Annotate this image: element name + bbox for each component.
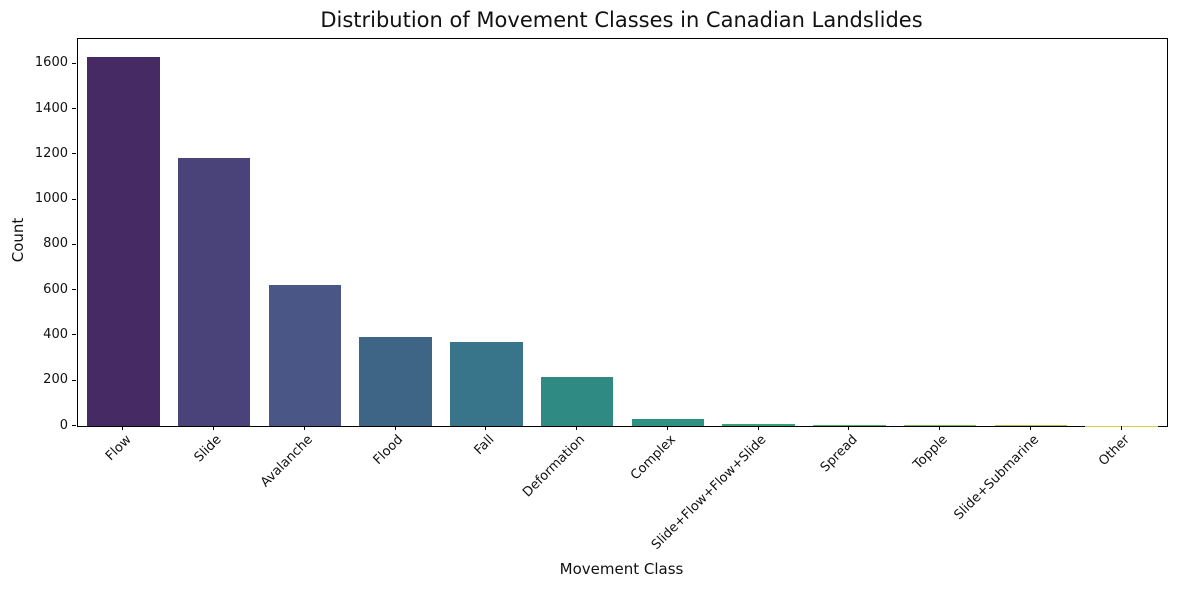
x-tick-mark <box>485 426 487 430</box>
y-tick-label: 1200 <box>34 145 68 161</box>
y-tick-mark <box>72 62 76 64</box>
x-tick-label: Slide+Submarine <box>951 432 1042 523</box>
y-tick-label: 1400 <box>34 100 68 116</box>
x-tick-label: Flood <box>370 432 407 468</box>
chart-title: Distribution of Movement Classes in Cana… <box>320 8 923 32</box>
bar <box>813 424 886 426</box>
x-tick-label: Avalanche <box>257 432 316 491</box>
x-tick-mark <box>122 426 124 430</box>
y-tick-mark <box>72 289 76 291</box>
x-tick-mark <box>303 426 305 430</box>
x-axis-label: Movement Class <box>559 560 684 578</box>
x-tick-mark <box>1029 426 1031 430</box>
bar <box>903 424 977 426</box>
x-tick-mark <box>576 426 578 430</box>
y-tick-label: 800 <box>43 236 68 252</box>
x-tick-mark <box>939 426 941 430</box>
plot-area <box>77 38 1168 427</box>
bar <box>631 419 705 426</box>
x-tick-label: Complex <box>627 432 679 484</box>
y-tick-label: 600 <box>43 281 68 297</box>
bar <box>722 424 795 426</box>
y-tick-mark <box>72 425 76 426</box>
bar <box>994 424 1068 426</box>
bar <box>268 284 342 426</box>
y-tick-label: 1000 <box>34 191 68 207</box>
x-tick-mark <box>213 426 215 430</box>
y-tick-label: 0 <box>59 417 68 433</box>
bar <box>87 57 160 426</box>
x-tick-mark <box>394 426 396 430</box>
y-tick-mark <box>72 153 76 155</box>
x-tick-label: Flow <box>102 432 135 464</box>
y-tick-mark <box>72 198 76 200</box>
x-tick-mark <box>1120 426 1122 430</box>
y-tick-mark <box>72 334 76 336</box>
bar <box>177 157 251 426</box>
x-tick-mark <box>757 426 759 430</box>
bar <box>359 336 432 426</box>
bar <box>450 342 523 426</box>
y-tick-mark <box>72 108 76 110</box>
x-tick-label: Topple <box>910 432 952 473</box>
x-tick-label: Deformation <box>520 432 589 501</box>
x-tick-label: Fall <box>471 432 498 459</box>
y-tick-label: 1600 <box>34 55 68 71</box>
x-tick-label: Spread <box>817 432 861 476</box>
bar <box>540 377 614 426</box>
x-tick-label: Other <box>1095 432 1133 470</box>
x-tick-mark <box>848 426 850 430</box>
y-tick-label: 200 <box>43 372 68 388</box>
x-tick-mark <box>666 426 668 430</box>
x-tick-label: Slide <box>191 432 226 466</box>
y-tick-label: 400 <box>43 326 68 342</box>
y-tick-mark <box>72 243 76 245</box>
y-tick-mark <box>72 379 76 381</box>
